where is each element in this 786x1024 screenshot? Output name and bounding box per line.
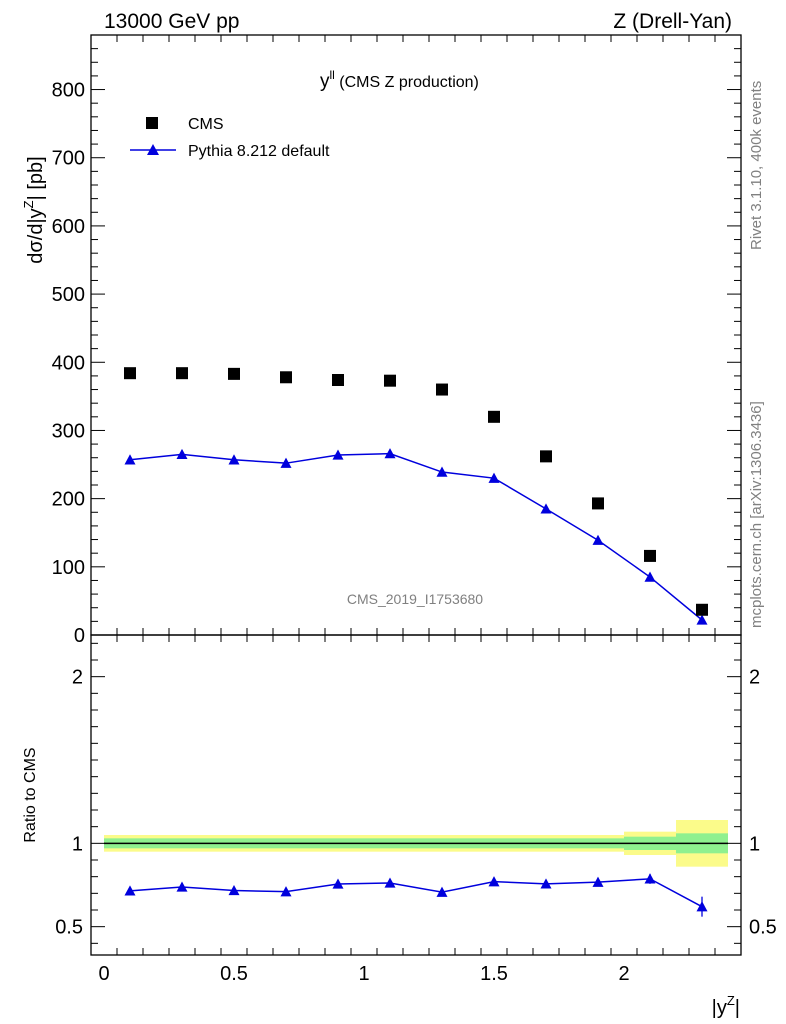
legend-pythia-label: Pythia 8.212 default bbox=[188, 143, 330, 160]
pythia-point bbox=[436, 466, 448, 477]
x-tick-label: 1 bbox=[358, 963, 369, 985]
ratio-pythia-point bbox=[436, 886, 448, 897]
header-right: Z (Drell-Yan) bbox=[613, 10, 732, 33]
ratio-pythia-point bbox=[540, 878, 552, 889]
ratio-ytick-label-right: 1 bbox=[749, 833, 760, 855]
analysis-annotation: CMS_2019_I1753680 bbox=[347, 591, 483, 607]
main-ytick-label: 700 bbox=[52, 148, 85, 170]
x-axis-label: |yZ| bbox=[712, 993, 740, 1019]
cms-point bbox=[280, 371, 292, 384]
ratio-pythia-point bbox=[696, 901, 708, 912]
ratio-pythia-point bbox=[384, 877, 396, 888]
ratio-ytick-label: 2 bbox=[72, 667, 83, 689]
x-tick-label: 2 bbox=[618, 963, 629, 985]
side-label-mcplots: mcplots.cern.ch [arXiv:1306.3436] bbox=[748, 401, 765, 628]
pythia-point bbox=[540, 503, 552, 514]
cms-point bbox=[332, 374, 344, 386]
main-ticks: 0 100 200 300 400 500 600 700 800 bbox=[52, 35, 742, 647]
main-ytick-label: 800 bbox=[52, 80, 85, 102]
pythia-point bbox=[592, 534, 604, 545]
cms-point bbox=[384, 374, 396, 387]
ratio-pythia-line bbox=[129, 878, 703, 908]
main-y-axis-label: dσ/d|yZ| [pb] bbox=[21, 156, 47, 263]
pythia-point bbox=[644, 571, 656, 582]
legend-pythia-marker bbox=[147, 144, 159, 155]
cms-point bbox=[124, 367, 136, 380]
ratio-pythia-point bbox=[280, 886, 292, 897]
ratio-bands bbox=[104, 820, 728, 867]
pythia-line bbox=[129, 452, 703, 621]
pythia-point bbox=[488, 472, 500, 483]
cms-point bbox=[176, 367, 188, 380]
main-ytick-label: 0 bbox=[74, 625, 85, 647]
main-ytick-label: 100 bbox=[52, 557, 85, 579]
ratio-pythia-point bbox=[332, 878, 344, 889]
ratio-pythia-point bbox=[592, 876, 604, 887]
pythia-point bbox=[176, 448, 188, 459]
x-tick-label: 0.5 bbox=[220, 963, 248, 985]
main-ytick-label: 200 bbox=[52, 489, 85, 511]
x-tick-label: 0 bbox=[98, 963, 109, 985]
legend-cms-marker bbox=[146, 117, 158, 129]
ratio-y-axis-label: Ratio to CMS bbox=[22, 747, 39, 842]
ratio-ytick-label: 0.5 bbox=[55, 917, 83, 939]
ratio-pythia-point bbox=[228, 885, 240, 896]
ratio-data bbox=[124, 873, 708, 917]
pythia-point bbox=[384, 448, 396, 459]
side-label-rivet: Rivet 3.1.10, 400k events bbox=[748, 81, 765, 250]
cms-point bbox=[228, 367, 240, 380]
ratio-plot: 0.5 0.5 1 1 2 2 0 0.5 1 1.5 2 Ratio to CMS |yZ| bbox=[22, 634, 777, 1019]
ratio-plot-frame bbox=[90, 634, 742, 956]
main-ytick-label: 400 bbox=[52, 352, 85, 374]
ratio-pythia-point bbox=[644, 873, 656, 884]
main-data bbox=[124, 367, 708, 625]
ratio-ticks: 0.5 0.5 1 1 2 2 0 0.5 1 1.5 2 bbox=[55, 635, 777, 985]
pythia-point bbox=[280, 457, 292, 468]
x-tick-label: 1.5 bbox=[480, 963, 508, 985]
main-plot: 0 100 200 300 400 500 600 700 800 yll (CMS Z pro… bbox=[21, 34, 742, 647]
legend: CMS Pythia 8.212 default bbox=[130, 116, 330, 160]
ratio-ytick-label-right: 2 bbox=[749, 667, 760, 689]
header-left: 13000 GeV pp bbox=[104, 10, 239, 33]
pythia-point bbox=[124, 454, 136, 465]
cms-point bbox=[592, 497, 604, 510]
cms-point bbox=[540, 450, 552, 463]
cms-point bbox=[696, 603, 708, 616]
pythia-point bbox=[228, 454, 240, 465]
cms-point bbox=[644, 549, 656, 562]
main-ytick-label: 600 bbox=[52, 216, 85, 238]
pythia-point bbox=[696, 614, 708, 625]
cms-point bbox=[488, 410, 500, 423]
pythia-point bbox=[332, 449, 344, 460]
main-ytick-label: 500 bbox=[52, 284, 85, 306]
cms-point bbox=[436, 383, 448, 396]
ratio-pythia-point bbox=[488, 876, 500, 887]
ratio-pythia-point bbox=[124, 885, 136, 896]
ratio-ytick-label: 1 bbox=[72, 833, 83, 855]
main-title: yll (CMS Z production) bbox=[320, 68, 479, 92]
main-ytick-label: 300 bbox=[52, 420, 85, 442]
ratio-ytick-label-right: 0.5 bbox=[749, 917, 777, 939]
main-y-axis-label-text: dσ/d|y bbox=[25, 208, 47, 263]
legend-cms-label: CMS bbox=[188, 116, 224, 133]
ratio-pythia-point bbox=[176, 881, 188, 892]
